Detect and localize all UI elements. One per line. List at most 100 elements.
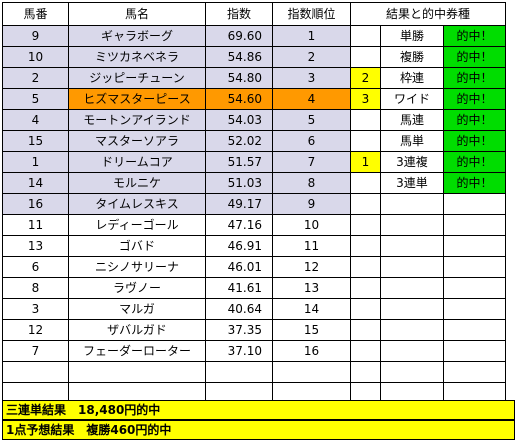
hit-status-cell[interactable]: [443, 319, 506, 341]
horse-number-cell[interactable]: 8: [2, 277, 69, 299]
bet-type-cell[interactable]: 馬連: [380, 109, 444, 131]
hit-status-cell[interactable]: 的中！: [443, 151, 506, 173]
rank-cell[interactable]: 1: [272, 25, 351, 47]
index-cell[interactable]: 46.01: [205, 256, 273, 278]
col-header-horse-number[interactable]: 馬番: [2, 2, 69, 26]
result-number-cell[interactable]: [350, 25, 381, 47]
horse-name-cell[interactable]: ミツカネベネラ: [68, 46, 206, 68]
horse-number-cell[interactable]: 11: [2, 214, 69, 236]
index-cell[interactable]: 49.17: [205, 193, 273, 215]
horse-number-cell[interactable]: 3: [2, 298, 69, 320]
horse-number-cell[interactable]: 9: [2, 25, 69, 47]
bet-type-cell[interactable]: [380, 319, 444, 341]
col-header-index[interactable]: 指数: [205, 2, 273, 26]
rank-cell[interactable]: 14: [272, 298, 351, 320]
horse-number-cell[interactable]: 12: [2, 319, 69, 341]
horse-name-cell[interactable]: マスターソアラ: [68, 130, 206, 152]
index-cell[interactable]: 37.35: [205, 319, 273, 341]
summary-trifecta[interactable]: 三連単結果 18,480円的中: [2, 400, 515, 420]
horse-name-cell[interactable]: モートンアイランド: [68, 109, 206, 131]
result-number-cell[interactable]: [350, 46, 381, 68]
hit-status-cell[interactable]: 的中！: [443, 109, 506, 131]
index-cell[interactable]: 37.10: [205, 340, 273, 362]
index-cell[interactable]: 51.57: [205, 151, 273, 173]
horse-number-cell[interactable]: 13: [2, 235, 69, 257]
hit-status-cell[interactable]: 的中！: [443, 172, 506, 194]
horse-number-cell[interactable]: 2: [2, 67, 69, 89]
horse-name-cell[interactable]: ギャラボーグ: [68, 25, 206, 47]
summary-single-pick[interactable]: 1点予想結果 複勝460円的中: [2, 420, 515, 440]
rank-cell[interactable]: 8: [272, 172, 351, 194]
horse-name-cell[interactable]: ヒズマスターピース: [68, 88, 206, 110]
result-number-cell[interactable]: [350, 361, 381, 383]
result-number-cell[interactable]: [350, 130, 381, 152]
bet-type-cell[interactable]: 3連単: [380, 172, 444, 194]
bet-type-cell[interactable]: [380, 382, 444, 404]
horse-name-cell[interactable]: ニシノサリーナ: [68, 256, 206, 278]
result-number-cell[interactable]: [350, 340, 381, 362]
bet-type-cell[interactable]: [380, 256, 444, 278]
result-number-cell[interactable]: 1: [350, 151, 381, 173]
index-cell[interactable]: 51.03: [205, 172, 273, 194]
bet-type-cell[interactable]: ワイド: [380, 88, 444, 110]
hit-status-cell[interactable]: 的中！: [443, 130, 506, 152]
result-number-cell[interactable]: [350, 193, 381, 215]
horse-name-cell[interactable]: ザバルガド: [68, 319, 206, 341]
hit-status-cell[interactable]: [443, 256, 506, 278]
horse-number-cell[interactable]: [2, 361, 69, 383]
horse-name-cell[interactable]: ゴバド: [68, 235, 206, 257]
result-number-cell[interactable]: [350, 172, 381, 194]
rank-cell[interactable]: 6: [272, 130, 351, 152]
horse-number-cell[interactable]: 5: [2, 88, 69, 110]
hit-status-cell[interactable]: [443, 277, 506, 299]
rank-cell[interactable]: 2: [272, 46, 351, 68]
hit-status-cell[interactable]: 的中！: [443, 67, 506, 89]
index-cell[interactable]: 52.02: [205, 130, 273, 152]
bet-type-cell[interactable]: [380, 361, 444, 383]
bet-type-cell[interactable]: 3連複: [380, 151, 444, 173]
horse-number-cell[interactable]: 16: [2, 193, 69, 215]
index-cell[interactable]: 54.86: [205, 46, 273, 68]
result-number-cell[interactable]: [350, 298, 381, 320]
bet-type-cell[interactable]: [380, 277, 444, 299]
bet-type-cell[interactable]: [380, 235, 444, 257]
bet-type-cell[interactable]: [380, 340, 444, 362]
bet-type-cell[interactable]: 馬単: [380, 130, 444, 152]
rank-cell[interactable]: [272, 361, 351, 383]
rank-cell[interactable]: 9: [272, 193, 351, 215]
horse-name-cell[interactable]: モルニケ: [68, 172, 206, 194]
rank-cell[interactable]: 10: [272, 214, 351, 236]
col-header-index-rank[interactable]: 指数順位: [272, 2, 351, 26]
result-number-cell[interactable]: [350, 109, 381, 131]
horse-number-cell[interactable]: 10: [2, 46, 69, 68]
index-cell[interactable]: 54.03: [205, 109, 273, 131]
index-cell[interactable]: 69.60: [205, 25, 273, 47]
col-header-result[interactable]: 結果と的中券種: [350, 2, 506, 26]
horse-name-cell[interactable]: タイムレスキス: [68, 193, 206, 215]
result-number-cell[interactable]: [350, 214, 381, 236]
rank-cell[interactable]: 15: [272, 319, 351, 341]
bet-type-cell[interactable]: 単勝: [380, 25, 444, 47]
horse-number-cell[interactable]: 6: [2, 256, 69, 278]
result-number-cell[interactable]: [350, 256, 381, 278]
result-number-cell[interactable]: 3: [350, 88, 381, 110]
rank-cell[interactable]: 13: [272, 277, 351, 299]
horse-number-cell[interactable]: 7: [2, 340, 69, 362]
bet-type-cell[interactable]: 複勝: [380, 46, 444, 68]
bet-type-cell[interactable]: 枠連: [380, 67, 444, 89]
hit-status-cell[interactable]: 的中！: [443, 25, 506, 47]
horse-number-cell[interactable]: [2, 382, 69, 404]
hit-status-cell[interactable]: [443, 361, 506, 383]
horse-number-cell[interactable]: 15: [2, 130, 69, 152]
rank-cell[interactable]: 4: [272, 88, 351, 110]
rank-cell[interactable]: 7: [272, 151, 351, 173]
horse-name-cell[interactable]: レディーゴール: [68, 214, 206, 236]
index-cell[interactable]: 41.61: [205, 277, 273, 299]
horse-name-cell[interactable]: マルガ: [68, 298, 206, 320]
horse-name-cell[interactable]: ジッピーチューン: [68, 67, 206, 89]
rank-cell[interactable]: 12: [272, 256, 351, 278]
rank-cell[interactable]: 16: [272, 340, 351, 362]
result-number-cell[interactable]: 2: [350, 67, 381, 89]
horse-number-cell[interactable]: 4: [2, 109, 69, 131]
bet-type-cell[interactable]: [380, 193, 444, 215]
